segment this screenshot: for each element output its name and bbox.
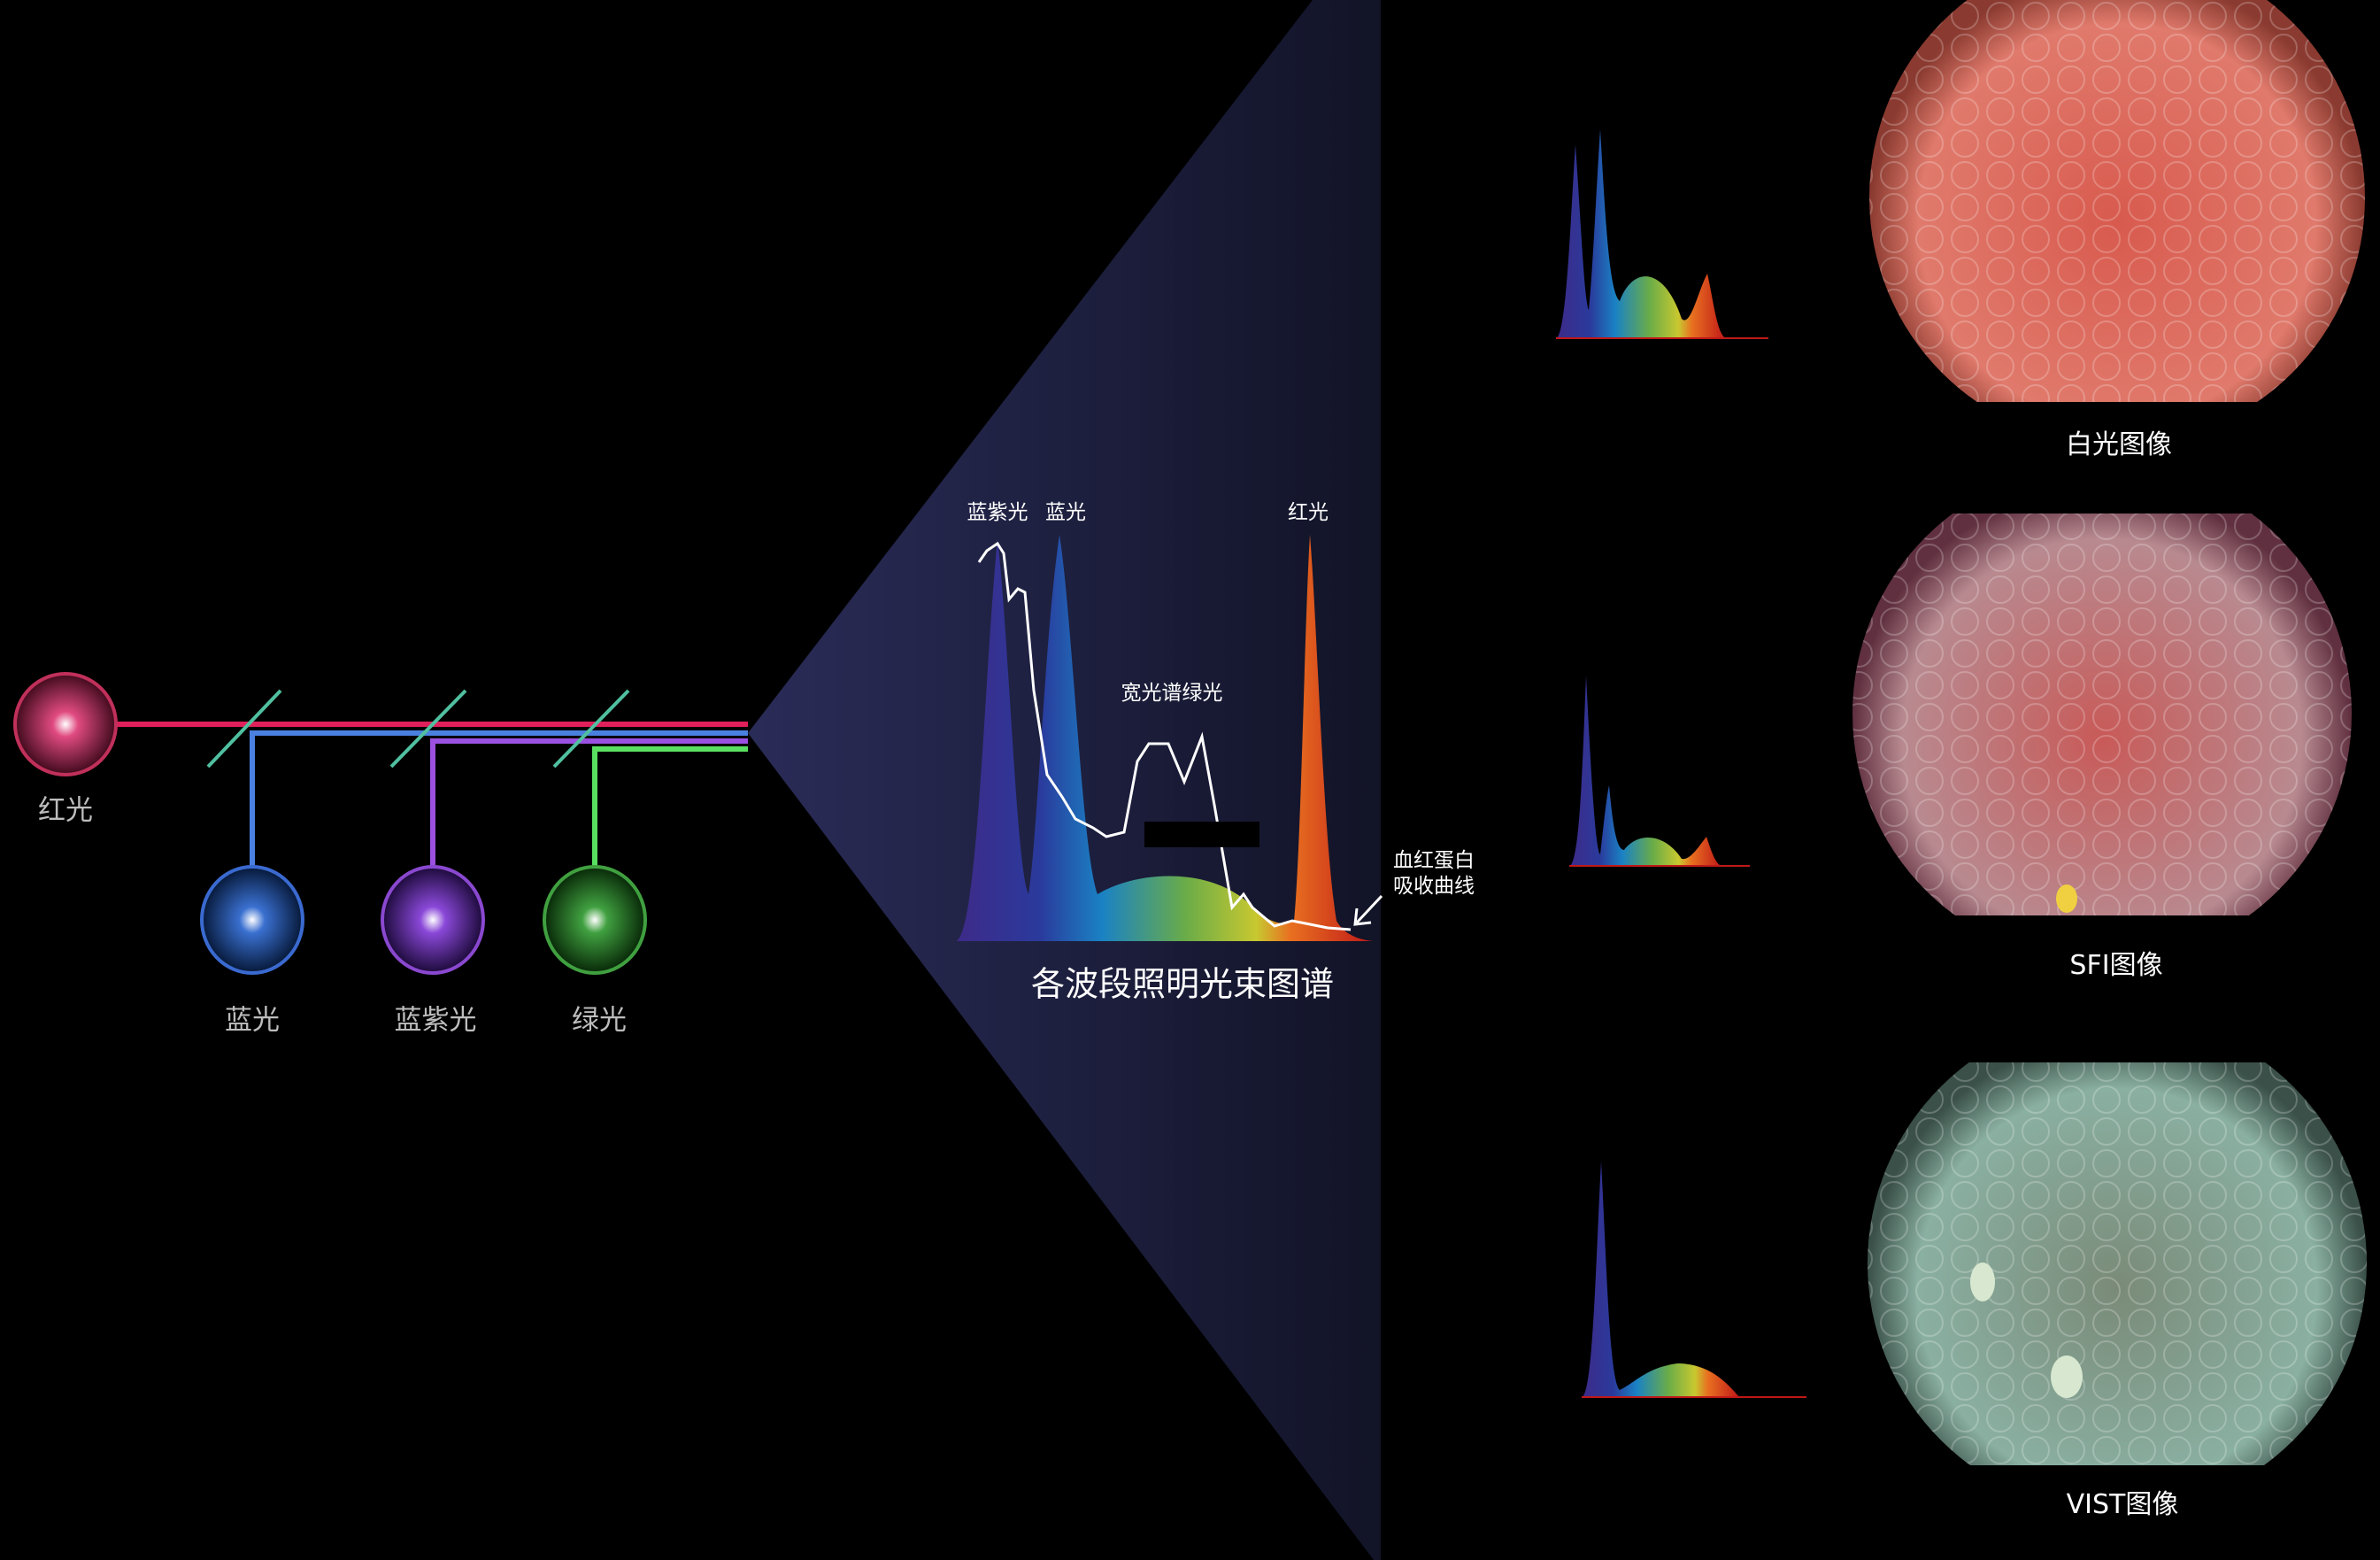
peak-label-red: 红光 [1288, 501, 1329, 524]
mini-spectrum-sfi [1569, 676, 1750, 867]
peak-label-green: 宽光谱绿光 [1121, 682, 1223, 705]
dichroic-mirrors [206, 689, 630, 768]
hemoglobin-label-line2: 吸收曲线 [1393, 875, 1475, 898]
label-violet-light: 蓝紫光 [394, 1004, 477, 1037]
endoscopy-image-sfi [1852, 514, 2352, 915]
led-green-source [543, 865, 647, 975]
hemoglobin-absorption-curve [977, 541, 1352, 931]
led-blue-source [200, 865, 304, 975]
endoscopy-image-vist [1868, 1062, 2367, 1465]
hemoglobin-label: 血红蛋白 吸收曲线 [1393, 848, 1475, 900]
led-red-source [13, 672, 118, 776]
illumination-spectrum [956, 535, 1374, 941]
peak-label-violet: 蓝紫光 [967, 501, 1028, 524]
label-green-light: 绿光 [572, 1004, 627, 1037]
caption-sfi: SFI图像 [2069, 950, 2163, 981]
mini-spectrum-white-light [1556, 129, 1768, 339]
peak-label-blue: 蓝光 [1045, 501, 1086, 524]
hemoglobin-label-line1: 血红蛋白 [1393, 849, 1475, 872]
caption-vist: VIST图像 [2066, 1489, 2179, 1520]
beam-lines [65, 722, 748, 912]
label-red-light: 红光 [38, 794, 93, 827]
endoscopy-image-white-light [1869, 0, 2365, 402]
label-blue-light: 蓝光 [225, 1004, 280, 1037]
caption-white-light: 白光图像 [2066, 429, 2172, 460]
mini-spectrum-vist [1582, 1162, 1806, 1398]
redaction-box [1144, 822, 1259, 847]
arrow-head [1353, 907, 1372, 926]
spectrum-title: 各波段照明光束图谱 [1030, 964, 1335, 1004]
led-violet-source [381, 865, 485, 975]
arrow-icon [1355, 894, 1383, 924]
